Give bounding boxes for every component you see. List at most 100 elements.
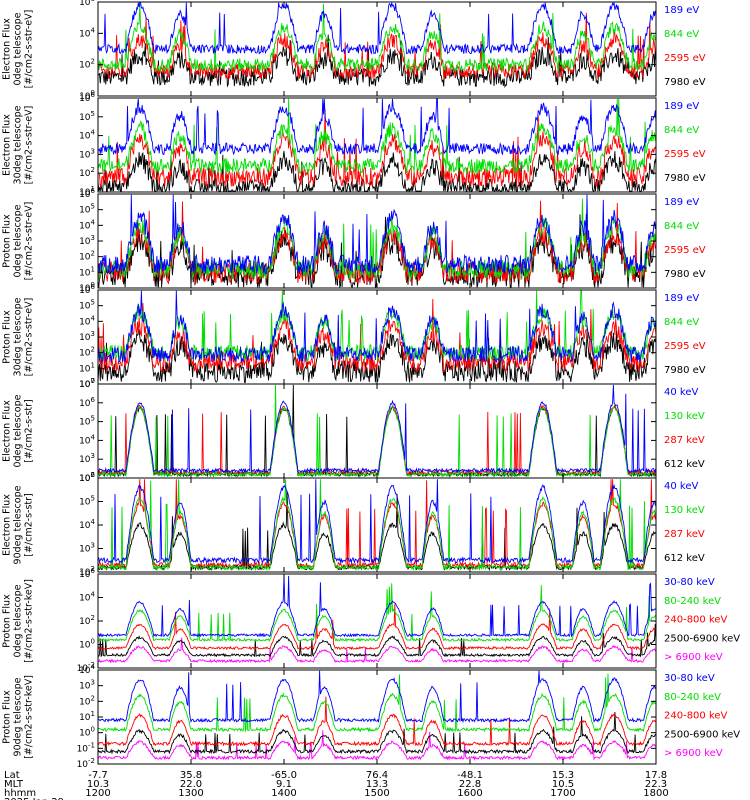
series-line-5-4 [97,384,657,475]
y-tick-label: 102 [79,471,95,484]
y-tick-label: 101 [79,265,95,278]
series-line-1-1 [97,34,657,89]
panel-frame [97,383,657,479]
x-tick-label: 15.3 [552,770,574,781]
series-line-8-1 [97,730,657,761]
legend-entry: 240-800 keV [664,711,728,722]
panel-3: 100 101 102 103 104 105 106 TEDProton Flux0deg … [0,187,706,294]
y-tick-label: 103 [79,542,95,555]
legend-entry: 40 keV [664,387,698,398]
y-tick-label: 102 [79,565,95,578]
legend-entry: 130 keV [664,411,705,422]
series-line-5-1 [97,384,657,478]
series-line-5-2 [97,404,657,476]
x-row-label: hhmm [4,788,36,799]
x-tick-label: 1300 [178,788,203,799]
legend-entry: 844 eV [664,125,699,136]
legend-entry: 7980 eV [664,269,706,280]
x-tick-label: 17.8 [645,770,667,781]
legend-entry: 189 eV [664,5,699,16]
y-tick-label: 100 [79,638,95,651]
legend-entry: 7980 eV [664,173,706,184]
x-tick-label: 76.4 [366,770,388,781]
date-label: 2025 Jan 29 [4,797,64,800]
legend-entry: > 6900 keV [664,748,723,759]
y-tick-label: 104 [79,129,95,142]
x-tick-label: 1400 [271,788,296,799]
series-line-2-3 [97,98,657,175]
x-tick-label: 22.8 [459,779,481,790]
series-line-4-3 [97,290,657,362]
x-tick-label: -65.0 [271,770,297,781]
series-line-7-2 [97,624,657,658]
legend-entry: 80-240 keV [664,692,721,703]
y-tick-label: 100 [79,377,95,390]
x-tick-label: 1800 [643,788,668,799]
y-tick-label: 100 [79,726,95,739]
y-tick-label: 100 [79,281,95,294]
series-line-1-2 [97,12,657,80]
legend-entry: 2500-6900 keV [664,633,740,644]
series-line-2-2 [97,109,657,187]
legend-entry: 189 eV [664,293,699,304]
legend-entry: 2595 eV [664,53,706,64]
y-tick-label: 102 [79,250,95,263]
legend-entry: 287 keV [664,529,705,540]
y-tick-label: 106 [79,471,95,484]
y-tick-label: 103 [79,330,95,343]
legend-entry: 40 keV [664,481,698,492]
y-tick-label: 100 [79,89,95,102]
series-line-8-5 [97,670,657,724]
legend-entry: 2595 eV [664,149,706,160]
y-tick-label: 106 [79,0,95,8]
y-tick-label: 106 [79,567,95,580]
legend-entry: 2500-6900 keV [664,729,740,740]
y-tick-label: 10-2 [77,661,95,674]
x-tick-label: 10.3 [87,779,109,790]
legend-entry: 612 keV [664,459,705,470]
legend-entry: 844 eV [664,29,699,40]
y-tick-label: 101 [79,185,95,198]
series-line-7-5 [97,574,657,638]
series-line-4-4 [97,290,657,363]
panel-2: 101 102 103 104 105 106 TEDElectron Flux30deg … [0,91,706,198]
y-tick-label: 105 [79,299,95,312]
legend-entry: 30-80 keV [664,673,715,684]
series-line-8-4 [97,673,657,733]
y-tick-label: 104 [79,26,95,39]
y-axis-label: MEPEDProton Flux0deg telescope[#/cm2-s-s… [0,579,35,663]
y-tick-label: 105 [79,415,95,428]
panel-1: 100 102 104 106 TEDElectron Flux0deg telesco… [0,0,706,102]
y-axis-label: MEPEDElectron Flux90deg telescope[#/cm2-… [0,485,35,564]
x-tick-label: 35.8 [180,770,202,781]
legend-entry: 2595 eV [664,245,706,256]
x-tick-label: -7.7 [88,770,108,781]
x-row-label: MLT [4,779,24,790]
series-line-2-1 [97,150,657,193]
y-tick-label: 104 [79,314,95,327]
y-tick-label: 102 [79,694,95,707]
series-line-7-4 [97,583,657,643]
panel-6: 102 103 104 105 106 MEPEDElectron Flux90deg t… [0,471,705,578]
y-axis-label: MEPEDElectron Flux0deg telescope[#/cm2-s… [0,394,35,467]
panels-layer: 100 102 104 106 TEDElectron Flux0deg telesco… [0,0,740,770]
y-tick-label: 101 [79,361,95,374]
y-tick-label: 102 [79,346,95,359]
y-tick-label: 105 [79,495,95,508]
legend-entry: 844 eV [664,221,699,232]
y-tick-label: 101 [79,710,95,723]
x-tick-label: 1500 [364,788,389,799]
y-tick-label: 102 [79,58,95,71]
legend-entry: 2595 eV [664,341,706,352]
y-tick-label: 103 [79,147,95,160]
legend-entry: 130 keV [664,505,705,516]
panel-4: 100 101 102 103 104 105 106 TEDProton Flux30deg… [0,283,706,390]
y-tick-label: 103 [79,234,95,247]
legend-entry: 240-800 keV [664,615,728,626]
series-line-8-2 [97,711,657,755]
x-tick-label: 9.1 [276,779,292,790]
x-tick-label: 22.3 [645,779,667,790]
panel-8: 10-2 10-1 100 101 102 103 104 MEPEDProton Flux9… [0,663,740,770]
y-tick-label: 103 [79,452,95,465]
